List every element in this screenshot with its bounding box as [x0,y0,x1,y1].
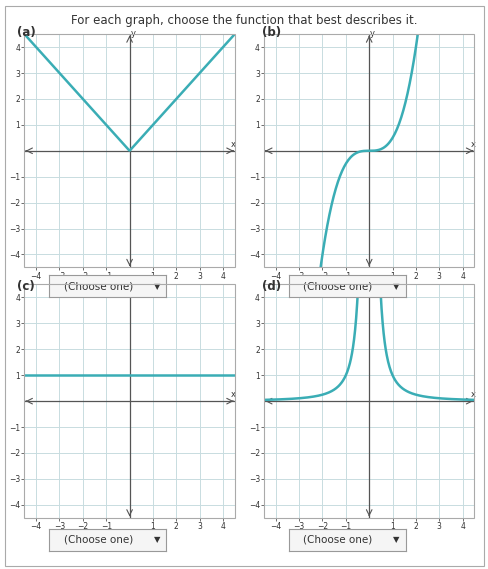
Text: ▼: ▼ [392,282,399,291]
Text: (Choose one): (Choose one) [303,281,372,291]
Text: x: x [470,140,475,149]
Text: y: y [130,279,135,288]
Text: (a): (a) [17,26,36,39]
Text: y: y [369,279,374,288]
Text: (Choose one): (Choose one) [303,535,372,545]
Text: For each graph, choose the function that best describes it.: For each graph, choose the function that… [71,14,417,27]
Text: ▼: ▼ [153,535,160,545]
Text: x: x [470,390,475,399]
Text: y: y [369,29,374,38]
Text: x: x [231,140,236,149]
Text: (Choose one): (Choose one) [63,535,133,545]
Text: x: x [231,390,236,399]
Text: (d): (d) [261,280,280,293]
Text: (c): (c) [17,280,35,293]
Text: ▼: ▼ [392,535,399,545]
Text: y: y [130,29,135,38]
Text: (b): (b) [261,26,280,39]
Text: ▼: ▼ [153,282,160,291]
Text: (Choose one): (Choose one) [63,281,133,291]
